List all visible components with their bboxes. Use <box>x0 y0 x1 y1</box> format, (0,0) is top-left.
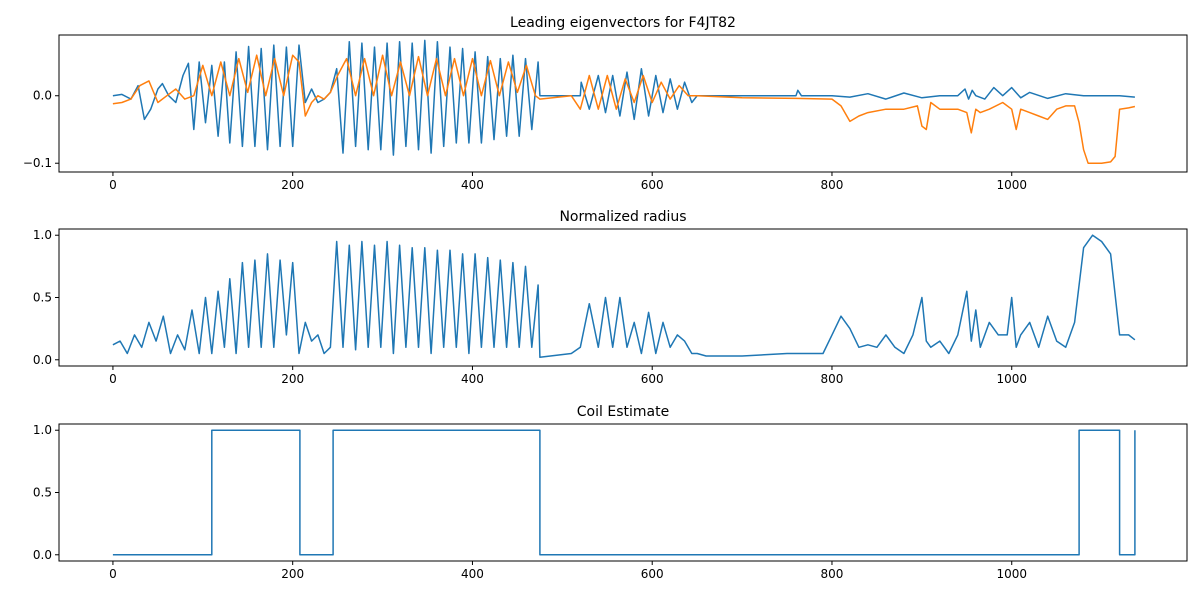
x-tick-label: 600 <box>641 372 664 386</box>
x-tick-label: 800 <box>821 372 844 386</box>
axes-frame <box>58 423 1188 562</box>
x-tick-label: 0 <box>109 178 117 192</box>
y-tick-label: 0.0 <box>33 548 52 562</box>
chart-panel-2: Coil Estimate 0 200 400 600 800 1000 0.0 0.5 1.0 <box>33 404 1188 581</box>
x-tick-label: 1000 <box>996 567 1027 581</box>
x-tick-label: 0 <box>109 567 117 581</box>
series-line-0 <box>112 234 1136 359</box>
x-tick-label: 1000 <box>996 372 1027 386</box>
chart-panel-1: Normalized radius 0 200 400 600 800 1000 0.0 0.5… <box>33 209 1188 386</box>
y-tick-label: 1.0 <box>33 228 52 242</box>
x-tick-label: 0 <box>109 372 117 386</box>
x-tick-label: 800 <box>821 178 844 192</box>
chart-title: Normalized radius <box>559 209 686 225</box>
x-tick-label: 200 <box>281 567 304 581</box>
chart-title: Leading eigenvectors for F4JT82 <box>510 15 736 31</box>
y-tick-label: 0.0 <box>33 353 52 367</box>
x-tick-label: 600 <box>641 567 664 581</box>
series-line-1 <box>112 54 1136 164</box>
chart-panel-0: Leading eigenvectors for F4JT82 0 200 400 60… <box>23 15 1188 192</box>
y-tick-label: 1.0 <box>33 423 52 437</box>
x-tick-label: 800 <box>821 567 844 581</box>
y-tick-label: 0.5 <box>33 486 52 500</box>
series-line-0 <box>112 429 1136 556</box>
x-tick-label: 600 <box>641 178 664 192</box>
x-tick-label: 400 <box>461 178 484 192</box>
series-line-0 <box>112 39 1135 156</box>
x-tick-label: 400 <box>461 372 484 386</box>
x-tick-label: 1000 <box>996 178 1027 192</box>
x-tick-label: 200 <box>281 178 304 192</box>
y-tick-label: 0.0 <box>33 89 52 103</box>
chart-title: Coil Estimate <box>577 404 669 420</box>
y-tick-label: 0.5 <box>33 291 52 305</box>
x-tick-label: 400 <box>461 567 484 581</box>
x-tick-label: 200 <box>281 372 304 386</box>
y-tick-label: −0.1 <box>23 156 52 170</box>
axes-frame <box>58 34 1188 173</box>
